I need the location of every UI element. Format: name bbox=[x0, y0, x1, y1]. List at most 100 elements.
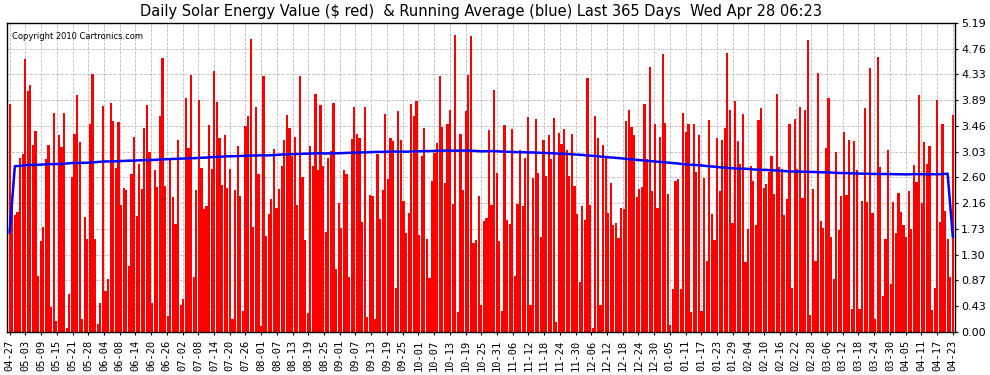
Bar bbox=[943, 211, 946, 332]
Bar bbox=[890, 284, 892, 332]
Bar bbox=[910, 229, 913, 332]
Bar bbox=[708, 120, 711, 332]
Bar bbox=[348, 277, 350, 332]
Bar bbox=[754, 225, 757, 332]
Bar bbox=[392, 141, 394, 332]
Bar bbox=[802, 198, 804, 332]
Bar bbox=[376, 154, 379, 332]
Bar bbox=[825, 147, 827, 332]
Bar bbox=[812, 189, 814, 332]
Bar bbox=[429, 279, 431, 332]
Bar bbox=[558, 133, 560, 332]
Bar bbox=[817, 73, 819, 332]
Bar bbox=[343, 170, 345, 332]
Bar bbox=[78, 142, 81, 332]
Bar bbox=[770, 156, 772, 332]
Bar bbox=[653, 124, 656, 332]
Bar bbox=[434, 153, 436, 332]
Bar bbox=[607, 213, 609, 332]
Bar bbox=[374, 319, 376, 332]
Bar bbox=[216, 102, 218, 332]
Bar bbox=[672, 289, 674, 332]
Bar bbox=[490, 204, 493, 332]
Bar bbox=[594, 116, 596, 332]
Bar bbox=[84, 217, 86, 332]
Bar bbox=[820, 221, 822, 332]
Bar bbox=[426, 240, 428, 332]
Bar bbox=[454, 35, 456, 332]
Bar bbox=[166, 316, 169, 332]
Bar bbox=[442, 127, 444, 332]
Bar bbox=[767, 172, 770, 332]
Title: Daily Solar Energy Value ($ red)  & Running Average (blue) Last 365 Days  Wed Ap: Daily Solar Energy Value ($ red) & Runni… bbox=[141, 4, 823, 19]
Bar bbox=[456, 312, 459, 332]
Bar bbox=[921, 203, 923, 332]
Bar bbox=[43, 227, 45, 332]
Bar bbox=[783, 215, 785, 332]
Bar bbox=[421, 156, 423, 332]
Bar bbox=[260, 326, 262, 332]
Bar bbox=[11, 196, 13, 332]
Bar bbox=[578, 282, 581, 332]
Bar bbox=[283, 140, 285, 332]
Bar bbox=[131, 174, 133, 332]
Bar bbox=[506, 220, 508, 332]
Bar bbox=[449, 110, 451, 332]
Bar bbox=[623, 209, 625, 332]
Bar bbox=[195, 190, 197, 332]
Bar bbox=[644, 104, 645, 332]
Bar bbox=[368, 195, 371, 332]
Bar bbox=[669, 325, 671, 332]
Bar bbox=[211, 169, 213, 332]
Bar bbox=[294, 137, 296, 332]
Bar bbox=[110, 103, 112, 332]
Bar bbox=[389, 138, 392, 332]
Bar bbox=[775, 94, 778, 332]
Bar bbox=[190, 75, 192, 332]
Bar bbox=[338, 203, 340, 332]
Bar bbox=[459, 134, 461, 332]
Bar bbox=[740, 164, 742, 332]
Bar bbox=[807, 40, 809, 332]
Bar bbox=[213, 71, 216, 332]
Bar bbox=[605, 158, 607, 332]
Bar bbox=[693, 124, 695, 332]
Bar bbox=[876, 57, 879, 332]
Bar bbox=[674, 181, 677, 332]
Bar bbox=[418, 235, 420, 332]
Bar bbox=[555, 322, 557, 332]
Bar bbox=[680, 289, 682, 332]
Bar bbox=[371, 196, 373, 332]
Bar bbox=[552, 118, 554, 332]
Bar bbox=[139, 164, 141, 332]
Bar bbox=[788, 124, 791, 332]
Bar bbox=[576, 214, 578, 332]
Bar bbox=[174, 224, 176, 332]
Bar bbox=[850, 309, 852, 332]
Bar bbox=[727, 53, 729, 332]
Bar bbox=[221, 185, 223, 332]
Bar bbox=[861, 201, 863, 332]
Bar bbox=[353, 106, 355, 332]
Bar bbox=[234, 190, 237, 332]
Bar bbox=[341, 228, 343, 332]
Bar bbox=[496, 173, 498, 332]
Bar bbox=[330, 151, 332, 332]
Bar bbox=[299, 76, 301, 332]
Bar bbox=[400, 140, 402, 332]
Bar bbox=[706, 261, 708, 332]
Bar bbox=[682, 112, 684, 332]
Bar bbox=[530, 305, 532, 332]
Bar bbox=[540, 237, 542, 332]
Bar bbox=[721, 141, 724, 332]
Bar bbox=[631, 127, 633, 332]
Bar bbox=[475, 240, 477, 332]
Bar bbox=[648, 67, 650, 332]
Bar bbox=[423, 128, 426, 332]
Bar bbox=[615, 223, 617, 332]
Bar bbox=[853, 141, 855, 332]
Bar bbox=[413, 116, 415, 332]
Bar bbox=[346, 174, 347, 332]
Bar bbox=[320, 105, 322, 332]
Bar bbox=[729, 110, 731, 332]
